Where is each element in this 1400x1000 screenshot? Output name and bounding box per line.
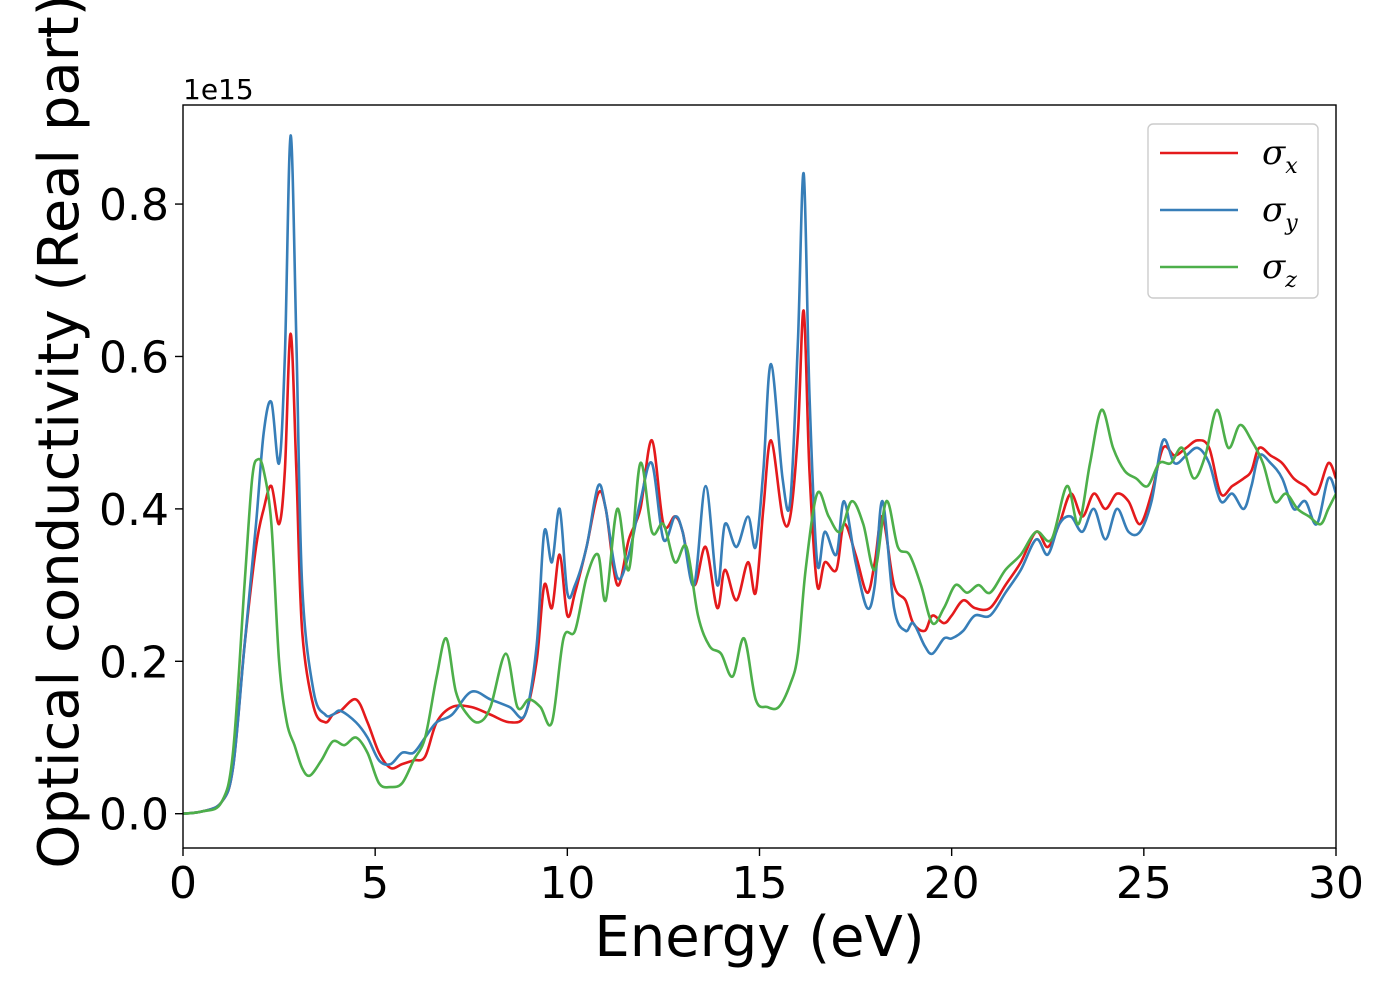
y-tick-label: 0.4 xyxy=(99,485,169,536)
series-lines xyxy=(183,134,1336,816)
x-axis-label: Energy (eV) xyxy=(594,905,924,970)
y-tick-label: 0.2 xyxy=(99,637,169,688)
x-tick-label: 0 xyxy=(169,858,197,909)
series-line-x xyxy=(183,309,1336,816)
series-line-y xyxy=(183,134,1336,816)
x-tick-label: 15 xyxy=(732,858,788,909)
series-line-z xyxy=(183,408,1336,816)
y-tick-label: 0.0 xyxy=(99,790,169,841)
legend: σx σy σz xyxy=(1147,123,1319,299)
x-tick-label: 20 xyxy=(924,858,980,909)
x-tick-label: 5 xyxy=(361,858,389,909)
legend-entry-x: σx xyxy=(1262,133,1298,179)
tick-marks: 0 5 10 15 20 25 30 0.0 0.2 0.4 0.6 0.8 xyxy=(99,180,1364,909)
legend-entry-y: σy xyxy=(1262,190,1298,236)
y-tick-label: 0.6 xyxy=(99,332,169,383)
legend-entry-z: σz xyxy=(1262,247,1297,293)
y-tick-label: 0.8 xyxy=(99,180,169,231)
y-offset-text: 1e15 xyxy=(183,73,254,106)
y-axis-label: Optical conductivity (Real part) xyxy=(27,0,92,869)
x-tick-label: 25 xyxy=(1116,858,1172,909)
x-tick-label: 30 xyxy=(1308,858,1364,909)
x-tick-label: 10 xyxy=(539,858,595,909)
